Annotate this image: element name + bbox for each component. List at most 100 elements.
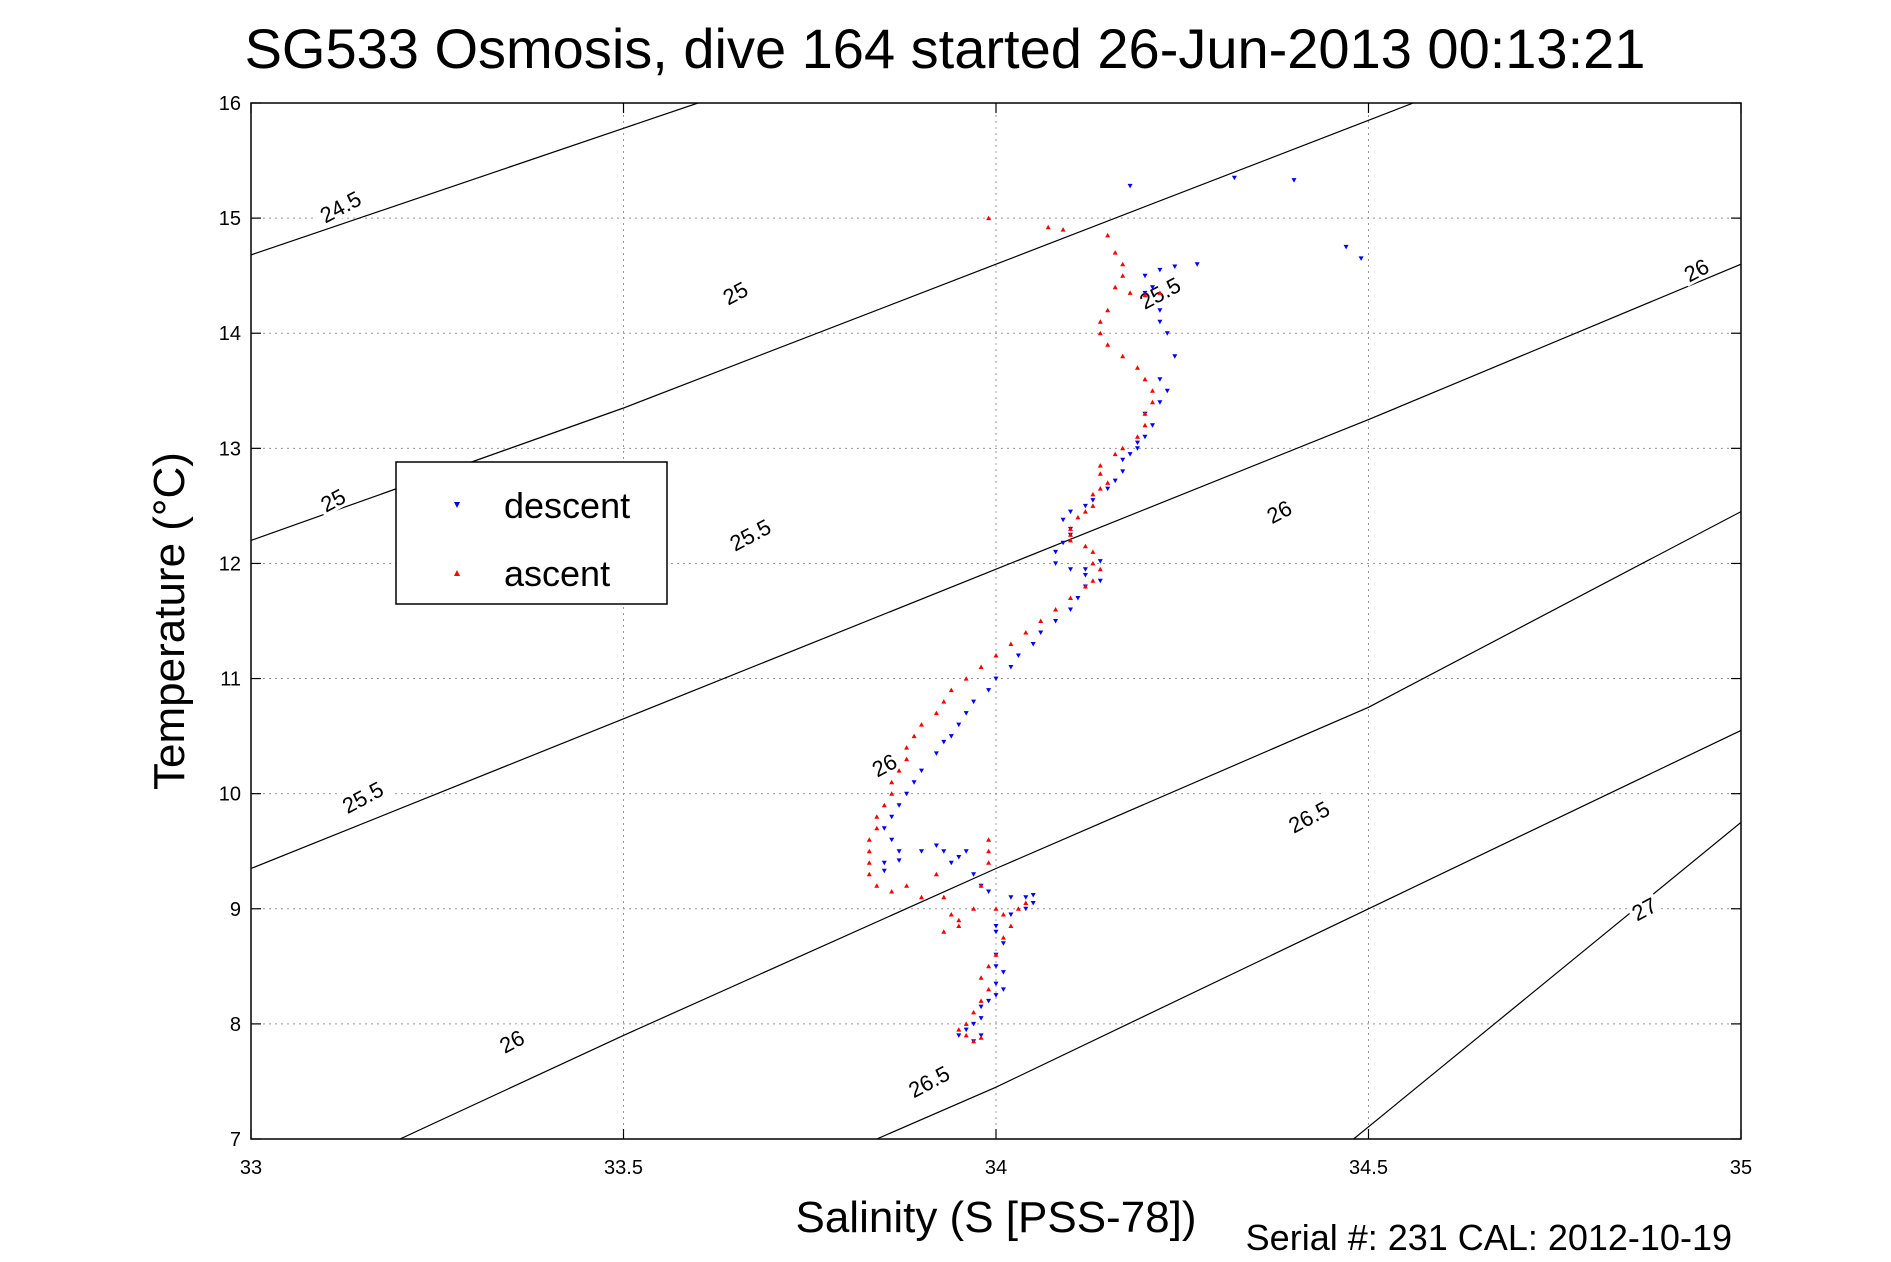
descent-point xyxy=(963,849,969,854)
ascent-point xyxy=(1142,411,1148,416)
descent-point xyxy=(948,734,954,739)
ascent-point xyxy=(1008,923,1014,928)
descent-point xyxy=(1082,573,1088,578)
descent-point xyxy=(1194,262,1200,267)
ascent-point xyxy=(1015,906,1021,911)
ascent-point xyxy=(993,952,999,957)
descent-point xyxy=(904,791,910,797)
descent-point xyxy=(1142,434,1148,440)
y-tick-label: 8 xyxy=(230,1014,241,1036)
ascent-point xyxy=(1097,486,1103,491)
ascent-point xyxy=(1082,584,1088,589)
ascent-point xyxy=(986,860,992,865)
y-tick-label: 9 xyxy=(230,899,241,921)
descent-point xyxy=(956,855,962,860)
descent-point xyxy=(978,1004,984,1010)
descent-point xyxy=(1030,642,1036,647)
ascent-point xyxy=(1120,353,1126,359)
descent-point xyxy=(1000,970,1006,975)
descent-point xyxy=(1053,549,1059,555)
ascent-point xyxy=(978,664,984,669)
descent-point xyxy=(956,1033,962,1038)
ascent-point xyxy=(986,215,992,221)
descent-point xyxy=(971,1021,977,1027)
descent-point xyxy=(1082,503,1088,509)
descent-point xyxy=(1112,478,1118,484)
descent-point xyxy=(986,889,992,894)
y-axis-label: Temperature (°C) xyxy=(145,452,194,790)
ascent-point xyxy=(1090,491,1096,497)
axis-ticks: 33 33.5 34 34.5 35 7 8 9 10 11 12 13 14 15 16 xyxy=(219,93,1752,1179)
ascent-point xyxy=(941,699,947,704)
ascent-point xyxy=(874,814,880,819)
descent-point xyxy=(889,814,895,820)
descent-point xyxy=(919,849,924,854)
descent-point xyxy=(1053,561,1059,566)
descent-point xyxy=(1343,244,1349,250)
descent-point xyxy=(993,924,999,929)
ascent-point xyxy=(866,837,872,842)
descent-point xyxy=(1082,567,1088,572)
ascent-point xyxy=(963,1021,969,1026)
ascent-point xyxy=(978,1035,984,1040)
descent-point xyxy=(1164,331,1170,336)
ascent-point xyxy=(1097,471,1103,476)
ascent-point xyxy=(1068,595,1073,600)
descent-point xyxy=(1157,400,1163,405)
series-descent xyxy=(881,175,1364,1044)
ascent-point xyxy=(933,710,939,716)
density-contour-line xyxy=(251,103,1414,541)
ascent-point xyxy=(904,883,910,888)
ascent-point xyxy=(971,1009,977,1015)
ascent-point xyxy=(904,756,910,762)
descent-point xyxy=(1075,596,1081,601)
ascent-point xyxy=(911,733,917,739)
ascent-point xyxy=(933,871,939,877)
ascent-point xyxy=(941,894,947,900)
descent-point xyxy=(1157,308,1163,313)
descent-point xyxy=(1008,665,1014,670)
y-tick-label: 13 xyxy=(219,438,241,460)
ascent-point xyxy=(1097,463,1103,468)
ascent-point xyxy=(1000,935,1006,940)
ascent-point xyxy=(1090,549,1096,554)
ascent-point xyxy=(956,917,962,923)
descent-point xyxy=(963,1027,969,1033)
ascent-point xyxy=(1150,388,1155,393)
ascent-point xyxy=(1060,227,1066,232)
ascent-point xyxy=(866,860,872,865)
ascent-point xyxy=(978,883,984,888)
legend-item-ascent: ascent xyxy=(454,553,610,594)
ascent-point xyxy=(993,906,999,911)
y-tick-label: 10 xyxy=(219,784,241,806)
descent-point xyxy=(1023,895,1029,900)
descent-point xyxy=(1150,285,1155,290)
descent-point xyxy=(1164,388,1170,394)
ascent-point xyxy=(1097,566,1103,572)
x-tick-label: 33.5 xyxy=(604,1157,643,1179)
descent-point xyxy=(963,711,969,716)
legend-marker-descent xyxy=(454,502,460,508)
descent-point xyxy=(1127,183,1133,189)
ascent-point xyxy=(1090,560,1096,566)
x-tick-label: 35 xyxy=(1730,1157,1752,1179)
descent-point xyxy=(1023,906,1029,912)
descent-point xyxy=(1150,423,1155,428)
ascent-point xyxy=(963,676,969,681)
descent-point xyxy=(1142,273,1148,279)
density-contour-line xyxy=(399,511,1741,1139)
ascent-point xyxy=(896,768,902,773)
ascent-point xyxy=(874,883,880,888)
x-tick-label: 33 xyxy=(240,1157,262,1179)
legend-marker-ascent xyxy=(454,570,460,576)
density-contour-line xyxy=(251,103,699,256)
ascent-point xyxy=(978,998,984,1003)
descent-point xyxy=(993,676,999,682)
legend: descent ascent xyxy=(395,461,668,605)
descent-point xyxy=(896,803,902,808)
descent-point xyxy=(1135,440,1140,446)
ascent-point xyxy=(986,963,992,969)
descent-point xyxy=(941,849,947,854)
ascent-point xyxy=(919,722,924,727)
